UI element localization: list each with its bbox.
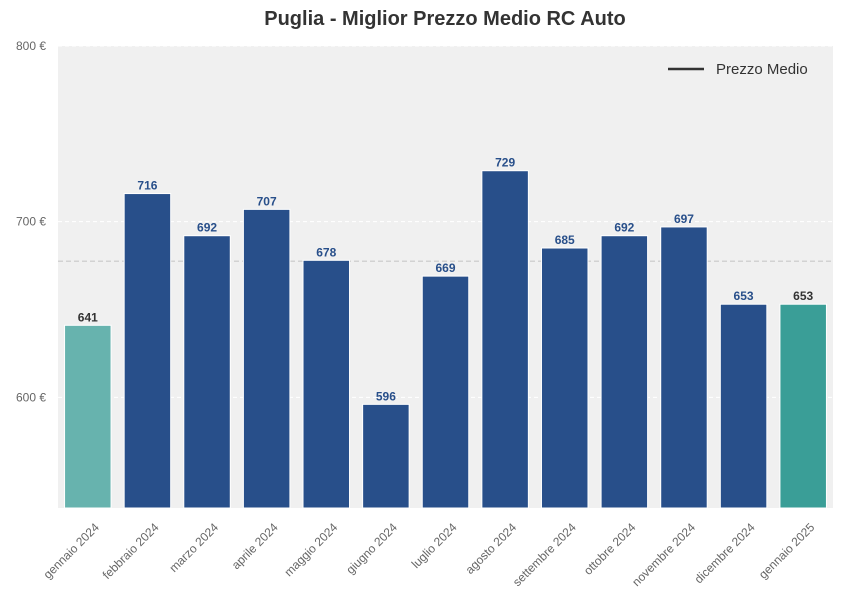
y-tick-label: 700 € xyxy=(16,215,46,229)
x-tick-label: agosto 2024 xyxy=(463,520,520,577)
data-label: 641 xyxy=(78,310,98,324)
x-tick-label: dicembre 2024 xyxy=(692,520,758,586)
bar xyxy=(481,170,529,509)
bar xyxy=(302,259,351,509)
data-label: 653 xyxy=(793,289,813,303)
bar xyxy=(600,235,649,509)
data-label: 707 xyxy=(257,194,277,208)
legend: Prezzo Medio xyxy=(668,61,808,78)
x-tick-label: gennaio 2024 xyxy=(41,520,103,582)
bar xyxy=(242,208,291,509)
bar xyxy=(421,275,470,509)
y-axis: 600 € 700 € 800 € xyxy=(16,39,46,404)
bar xyxy=(719,303,768,509)
bars xyxy=(64,170,827,509)
data-label: 596 xyxy=(376,389,396,403)
x-tick-label: marzo 2024 xyxy=(166,520,221,575)
data-label: 685 xyxy=(555,233,575,247)
data-label: 729 xyxy=(495,156,515,170)
legend-entry: Prezzo Medio xyxy=(716,61,808,78)
x-tick-label: settembre 2024 xyxy=(510,520,579,589)
y-tick-label: 800 € xyxy=(16,39,46,53)
data-label: 678 xyxy=(316,245,336,259)
data-label: 692 xyxy=(614,221,634,235)
bar xyxy=(540,247,589,509)
x-tick-label: novembre 2024 xyxy=(629,520,698,589)
data-label: 669 xyxy=(435,261,455,275)
bar xyxy=(362,403,410,509)
x-tick-label: maggio 2024 xyxy=(281,520,340,579)
bar xyxy=(660,226,708,509)
data-label: 692 xyxy=(197,221,217,235)
y-tick-label: 600 € xyxy=(16,390,46,404)
chart-title: Puglia - Miglior Prezzo Medio RC Auto xyxy=(264,8,625,30)
x-tick-label: luglio 2024 xyxy=(409,520,460,571)
data-label: 697 xyxy=(674,212,694,226)
bar xyxy=(183,235,231,509)
data-labels: 641 716 692 707 678 596 669 729 685 692 697 653 653 xyxy=(78,156,814,404)
bar xyxy=(123,193,172,509)
x-tick-label: ottobre 2024 xyxy=(581,520,639,578)
data-label: 716 xyxy=(137,179,157,193)
x-tick-label: giugno 2024 xyxy=(343,520,400,577)
bar xyxy=(64,324,112,509)
x-tick-label: febbraio 2024 xyxy=(100,520,162,582)
bar xyxy=(779,303,827,509)
x-tick-label: aprile 2024 xyxy=(229,520,281,572)
data-label: 653 xyxy=(734,289,754,303)
x-tick-label: gennaio 2025 xyxy=(756,520,818,582)
